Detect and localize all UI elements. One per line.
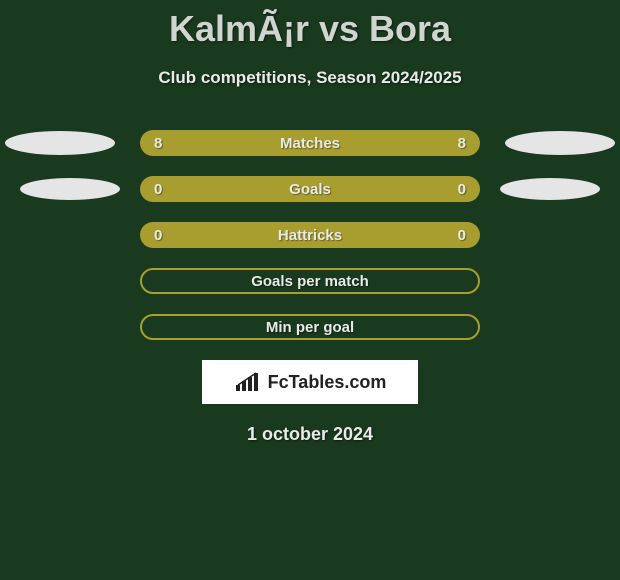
stat-value-left: 8 (154, 135, 162, 152)
fctables-logo[interactable]: FcTables.com (202, 360, 418, 404)
stat-label: Matches (280, 135, 340, 152)
stat-row-goals-per-match: Goals per match (0, 268, 620, 294)
stat-row-min-per-goal: Min per goal (0, 314, 620, 340)
team-left-ellipse (5, 131, 115, 155)
stat-bar-goals-per-match: Goals per match (140, 268, 480, 294)
stat-value-left: 0 (154, 181, 162, 198)
stat-row-goals: 0 Goals 0 (0, 176, 620, 202)
stat-value-right: 0 (458, 227, 466, 244)
team-left-ellipse (20, 178, 120, 200)
stats-area: 8 Matches 8 0 Goals 0 0 Hattricks 0 (0, 130, 620, 340)
team-right-ellipse (505, 131, 615, 155)
stat-label: Goals per match (251, 273, 369, 290)
logo-text: FcTables.com (268, 372, 387, 393)
stat-bar-min-per-goal: Min per goal (140, 314, 480, 340)
chart-icon (234, 371, 262, 393)
stat-row-hattricks: 0 Hattricks 0 (0, 222, 620, 248)
stat-bar-goals: 0 Goals 0 (140, 176, 480, 202)
stat-bar-hattricks: 0 Hattricks 0 (140, 222, 480, 248)
stat-value-right: 0 (458, 181, 466, 198)
date-text: 1 october 2024 (0, 424, 620, 445)
stat-bar-matches: 8 Matches 8 (140, 130, 480, 156)
stat-value-right: 8 (458, 135, 466, 152)
stat-label: Hattricks (278, 227, 342, 244)
page-title: KalmÃ¡r vs Bora (0, 8, 620, 50)
main-container: KalmÃ¡r vs Bora Club competitions, Seaso… (0, 0, 620, 445)
stat-label: Goals (289, 181, 331, 198)
stat-row-matches: 8 Matches 8 (0, 130, 620, 156)
stat-value-left: 0 (154, 227, 162, 244)
subtitle: Club competitions, Season 2024/2025 (0, 68, 620, 88)
stat-label: Min per goal (266, 319, 354, 336)
team-right-ellipse (500, 178, 600, 200)
